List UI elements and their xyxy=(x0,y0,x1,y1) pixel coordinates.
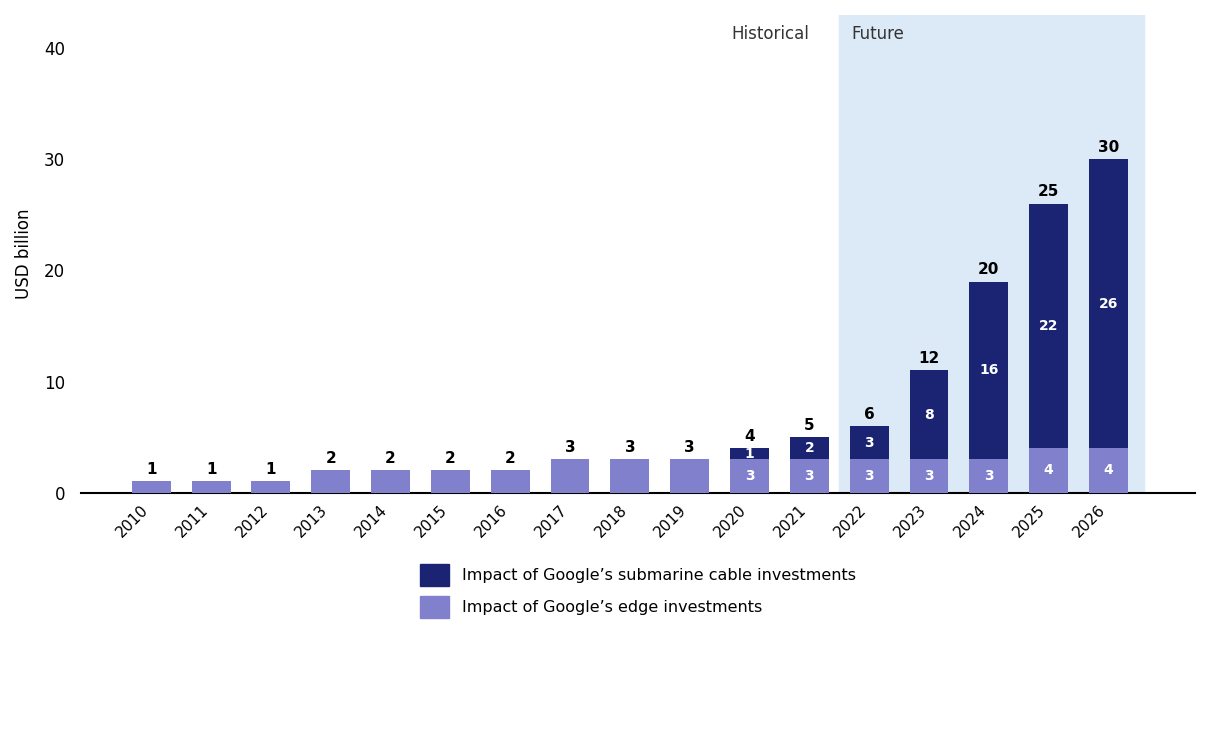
Text: 26: 26 xyxy=(1099,297,1118,311)
Bar xyxy=(132,482,171,493)
Text: 22: 22 xyxy=(1039,319,1059,333)
Bar xyxy=(551,459,589,493)
Bar xyxy=(849,426,888,459)
Text: 2: 2 xyxy=(325,451,336,466)
Y-axis label: USD billion: USD billion xyxy=(15,209,33,299)
Bar xyxy=(1089,159,1128,448)
Text: 20: 20 xyxy=(978,262,999,277)
Bar xyxy=(910,459,949,493)
Bar xyxy=(910,370,949,459)
Text: 1: 1 xyxy=(744,447,754,461)
Text: 4: 4 xyxy=(1044,464,1054,477)
Bar xyxy=(191,482,231,493)
Text: 6: 6 xyxy=(864,407,875,421)
Text: 3: 3 xyxy=(744,469,754,483)
Text: 3: 3 xyxy=(565,440,576,455)
Text: Historical: Historical xyxy=(732,25,809,43)
Bar xyxy=(610,459,650,493)
Bar xyxy=(1030,448,1068,493)
Text: 4: 4 xyxy=(1104,464,1113,477)
Text: 3: 3 xyxy=(685,440,695,455)
Bar xyxy=(1030,204,1068,448)
Text: 2: 2 xyxy=(805,441,814,456)
Text: 8: 8 xyxy=(924,408,934,422)
Bar xyxy=(491,470,530,493)
Text: 1: 1 xyxy=(146,462,156,477)
Text: 1: 1 xyxy=(206,462,217,477)
Text: 3: 3 xyxy=(924,469,934,483)
Text: 16: 16 xyxy=(979,364,998,377)
Text: 2: 2 xyxy=(445,451,456,466)
Text: 12: 12 xyxy=(918,351,940,366)
Bar xyxy=(311,470,350,493)
Bar xyxy=(252,482,290,493)
Text: 1: 1 xyxy=(266,462,276,477)
Text: 4: 4 xyxy=(744,429,755,444)
Text: 5: 5 xyxy=(803,418,814,433)
Text: Future: Future xyxy=(851,25,904,43)
Legend: Impact of Google’s submarine cable investments, Impact of Google’s edge investme: Impact of Google’s submarine cable inves… xyxy=(420,564,855,618)
Bar xyxy=(730,459,770,493)
Bar xyxy=(1089,448,1128,493)
Bar xyxy=(371,470,410,493)
Text: 3: 3 xyxy=(624,440,635,455)
Bar xyxy=(670,459,709,493)
Text: 2: 2 xyxy=(385,451,396,466)
Bar xyxy=(849,459,888,493)
Text: 3: 3 xyxy=(864,436,874,450)
Text: 3: 3 xyxy=(805,469,814,483)
Text: 2: 2 xyxy=(505,451,515,466)
Text: 3: 3 xyxy=(984,469,993,483)
Bar xyxy=(969,459,1008,493)
Text: 25: 25 xyxy=(1038,185,1059,199)
Bar xyxy=(790,459,829,493)
Bar xyxy=(730,448,770,459)
Text: 3: 3 xyxy=(864,469,874,483)
Bar xyxy=(840,15,1145,493)
Text: 30: 30 xyxy=(1097,140,1119,155)
Bar xyxy=(969,282,1008,459)
Bar xyxy=(431,470,469,493)
Bar xyxy=(790,437,829,459)
